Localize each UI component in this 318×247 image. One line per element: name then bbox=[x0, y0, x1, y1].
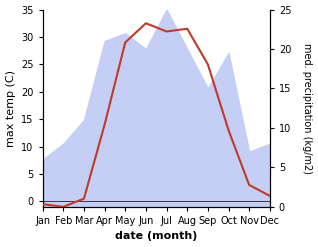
X-axis label: date (month): date (month) bbox=[115, 231, 197, 242]
Y-axis label: med. precipitation (kg/m2): med. precipitation (kg/m2) bbox=[302, 43, 313, 174]
Y-axis label: max temp (C): max temp (C) bbox=[5, 70, 16, 147]
